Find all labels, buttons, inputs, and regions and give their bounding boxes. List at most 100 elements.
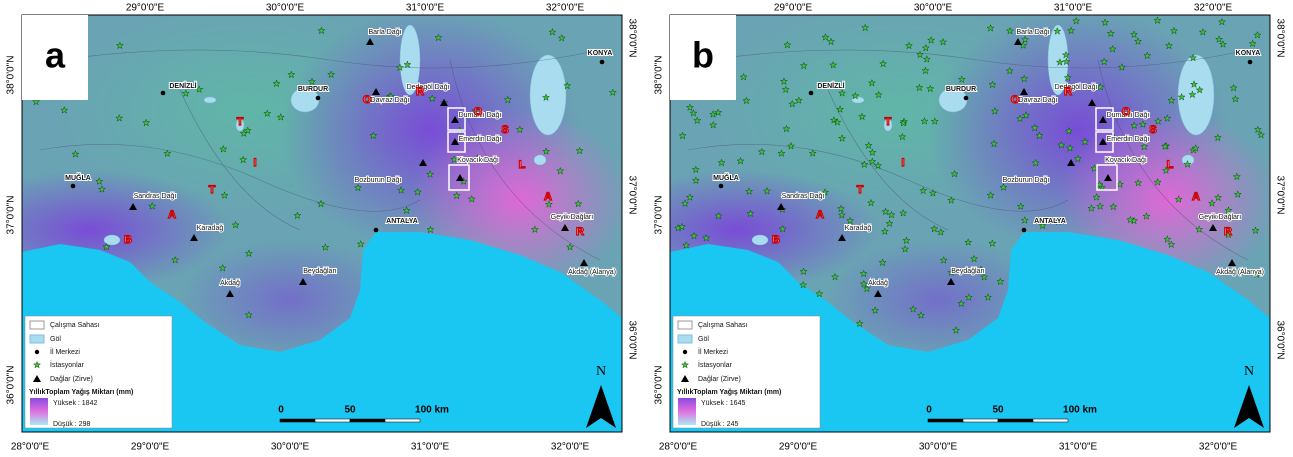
lon-label: 30°0'0"E	[266, 3, 305, 14]
legend-title: YıllıkToplam Yağış Miktarı (mm)	[677, 389, 781, 396]
place-name: ANTALYA	[386, 218, 418, 225]
place-name: Akdağ (Alanya)	[1216, 269, 1264, 276]
legend-item: Dağlar (Zirve)	[50, 376, 93, 383]
scale-label: 0	[926, 405, 932, 416]
lon-label: 32°0'0"E	[1199, 442, 1238, 453]
map-panel: Barla DağıKONYADENİZLİBURDURDavraz DağıD…	[598, 0, 1285, 453]
range-letter: A	[544, 191, 552, 203]
place-name: BURDUR	[946, 86, 976, 93]
place-name: Geyik Dağları	[551, 214, 593, 221]
lake	[530, 55, 566, 135]
legend-swatch	[35, 350, 39, 354]
place-name: Davraz Dağı	[1019, 97, 1058, 104]
lat-label: 38°0'0"N	[6, 56, 17, 95]
place-name: BURDUR	[298, 86, 328, 93]
range-letter: R	[1224, 226, 1232, 238]
lon-label: 31°0'0"E	[1059, 442, 1098, 453]
lat-label: 36°0'0"N	[6, 366, 17, 405]
legend-title: YıllıkToplam Yağış Miktarı (mm)	[29, 389, 133, 396]
north-label: N	[596, 364, 606, 379]
scale-segment	[998, 419, 1033, 422]
city-dot	[161, 91, 166, 96]
place-name: Bozburun Dağı	[1003, 177, 1050, 184]
place-name: Geyik Dağları	[1199, 214, 1241, 221]
place-name: Emerdin Dağı	[1107, 136, 1150, 143]
legend-item: Çalışma Sahası	[50, 322, 99, 329]
lon-label: 29°0'0"E	[131, 442, 170, 453]
place-name: Kovacık Dağı	[1105, 157, 1147, 164]
range-letter: L	[1167, 159, 1174, 171]
range-letter: R	[1064, 86, 1072, 98]
range-letter: B	[772, 234, 780, 246]
lon-label: 32°0'0"E	[546, 3, 585, 14]
range-letter: A	[168, 209, 176, 221]
lake	[534, 155, 546, 165]
scale-segment	[315, 419, 350, 422]
place-name: Dedegöl Dağı	[407, 84, 450, 91]
range-letter: S	[501, 124, 508, 136]
legend-ramp	[30, 398, 48, 425]
legend-high: Yüksek : 1645	[701, 400, 745, 407]
place-name: Barla Dağı	[1016, 29, 1049, 36]
scale-segment	[928, 419, 963, 422]
range-letter: T	[885, 116, 892, 128]
range-letter: O	[474, 106, 483, 118]
lat-label: 37°0'0"N	[6, 196, 17, 235]
place-name: MUĞLA	[65, 173, 91, 182]
place-name: Akdağ	[868, 280, 888, 287]
lon-label: 31°0'0"E	[411, 442, 450, 453]
legend-high: Yüksek : 1842	[53, 400, 97, 407]
lon-label: 30°0'0"E	[919, 442, 958, 453]
range-letter: I	[901, 157, 904, 169]
legend-swatch	[683, 350, 687, 354]
scale-segment	[350, 419, 385, 422]
lon-label: 31°0'0"E	[406, 3, 445, 14]
panel-label: b	[692, 35, 714, 76]
range-letter: T	[209, 184, 216, 196]
range-letter: T	[857, 184, 864, 196]
panel-label: a	[45, 35, 66, 76]
lon-label: 28°0'0"E	[659, 442, 698, 453]
lon-label: 28°0'0"E	[11, 442, 50, 453]
lake	[204, 97, 216, 103]
legend-item: Dağlar (Zirve)	[698, 376, 741, 383]
scale-label: 100 km	[1063, 405, 1097, 416]
legend-item: İstasyonlar	[698, 360, 733, 369]
legend-item: İstasyonlar	[50, 360, 85, 369]
legend-low: Düşük : 245	[701, 421, 738, 428]
place-name: DENİZLİ	[817, 82, 844, 90]
legend-item: İl Merkezi	[50, 347, 80, 356]
lon-label: 29°0'0"E	[779, 442, 818, 453]
legend-item: Çalışma Sahası	[698, 322, 747, 329]
city-dot	[964, 96, 969, 101]
lon-label: 31°0'0"E	[1054, 3, 1093, 14]
scale-label: 50	[992, 405, 1004, 416]
figure: Barla Dağı KONYA DENİZLİ BURDUR Davraz Dağı D…	[0, 0, 1293, 457]
place-name: KONYA	[588, 50, 613, 57]
range-letter: L	[519, 159, 526, 171]
scale-label: 0	[278, 405, 284, 416]
place-name: DENİZLİ	[169, 82, 196, 90]
lat-label: 38°0'0"N	[626, 19, 637, 58]
place-name: Barla Dağı	[368, 29, 401, 36]
lat-label: 36°0'0"N	[654, 366, 665, 405]
range-letter: O	[1122, 106, 1131, 118]
city-dot	[600, 60, 605, 65]
range-letter: R	[576, 226, 584, 238]
place-name: Sandras Dağı	[134, 193, 177, 200]
legend-swatch	[30, 321, 44, 329]
range-letter: O	[1011, 94, 1020, 106]
place-name: Bozburun Dağı	[355, 177, 402, 184]
legend-item: Göl	[698, 336, 709, 343]
scale-segment	[963, 419, 998, 422]
lon-label: 30°0'0"E	[914, 3, 953, 14]
place-name: Beydağları	[951, 268, 985, 275]
place-name: Karadağ	[845, 225, 872, 232]
range-letter: A	[816, 209, 824, 221]
range-letter: S	[1149, 124, 1156, 136]
place-name: Kovacık Dağı	[457, 157, 499, 164]
city-dot	[1248, 60, 1253, 65]
legend-swatch	[678, 321, 692, 329]
place-name: Karadağ	[197, 225, 224, 232]
